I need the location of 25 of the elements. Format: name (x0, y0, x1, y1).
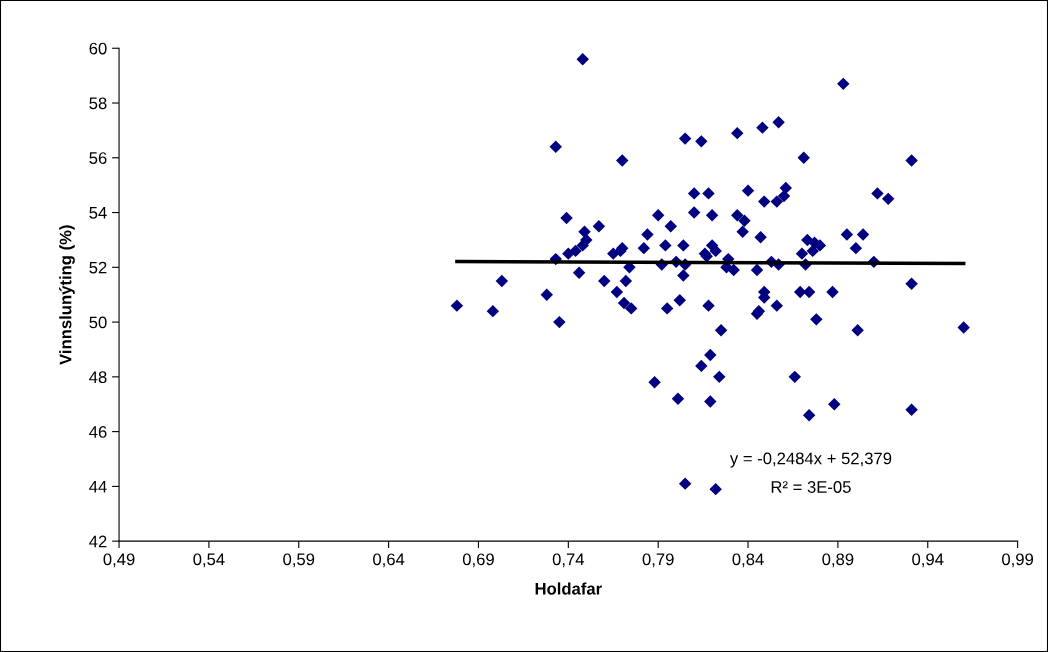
x-tick-label: 0,69 (462, 553, 494, 568)
x-tick-label: 0,49 (103, 553, 135, 568)
y-tick-label: 48 (89, 371, 107, 384)
x-tick-label: 0,94 (912, 553, 944, 568)
x-axis-title: Holdafar (535, 582, 602, 595)
annotation: R² = 3E-05 (771, 481, 851, 493)
y-tick-label: 44 (89, 480, 107, 493)
x-tick-label: 0,64 (373, 553, 405, 568)
x-tick-label: 0,99 (1002, 553, 1034, 568)
y-tick-label: 60 (89, 42, 107, 55)
y-tick-label: 54 (89, 207, 107, 219)
y-tick-label: 42 (89, 535, 107, 548)
x-tick-label: 0,74 (552, 553, 585, 568)
x-tick-label: 0,54 (193, 553, 225, 568)
y-tick-label: 52 (89, 261, 107, 274)
y-tick-label: 56 (89, 152, 107, 164)
x-tick-label: 0,79 (642, 553, 674, 568)
y-tick-label: 50 (89, 316, 107, 329)
y-axis-title: Vinnslunýting (%) (59, 225, 75, 365)
y-tick-label: 58 (89, 97, 107, 110)
x-tick-label: 0,84 (732, 553, 764, 568)
annotation: y = -0,2484x + 52,379 (729, 452, 892, 468)
x-tick-label: 0,89 (822, 553, 854, 568)
x-tick-label: 0,59 (283, 553, 315, 568)
y-tick-label: 46 (89, 426, 107, 438)
